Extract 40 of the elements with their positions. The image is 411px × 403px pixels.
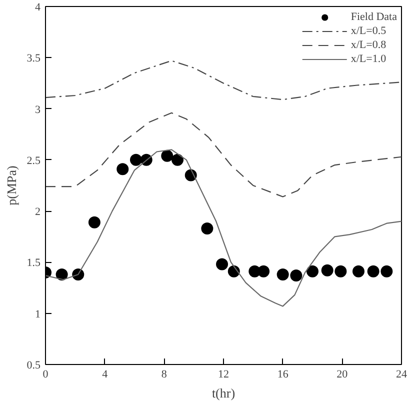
y-tick-label: 2: [35, 206, 40, 218]
legend-label: x/L=1.0: [350, 52, 386, 66]
point: [161, 150, 174, 162]
y-tick-label: 2.5: [26, 154, 41, 167]
x-tick-label: 20: [336, 368, 348, 380]
line-series: [46, 149, 402, 307]
x-tick-label: 16: [277, 368, 289, 380]
y-tick-label: 3.5: [26, 52, 41, 65]
y-axis-title: p(MPa): [4, 166, 19, 206]
point: [321, 264, 334, 276]
x-tick-label: 12: [218, 368, 229, 380]
x-tick-label: 8: [161, 368, 168, 380]
point: [380, 265, 393, 278]
point: [130, 154, 142, 166]
point: [290, 270, 302, 282]
point: [367, 265, 380, 278]
y-tick-label: 1: [35, 308, 40, 320]
point: [276, 268, 289, 280]
y-tick-label: 0.5: [26, 360, 41, 372]
point: [334, 265, 347, 278]
point: [116, 163, 129, 176]
legend-label: x/L=0.8: [350, 38, 386, 52]
line-series: [46, 112, 402, 198]
legend-label: x/L=0.5: [350, 24, 386, 38]
point: [258, 265, 270, 278]
point: [172, 154, 184, 166]
point: [56, 268, 68, 280]
y-tick-label: 1.5: [26, 257, 41, 270]
y-tick-label: 3: [35, 104, 41, 116]
legend-label: Field Data: [350, 10, 397, 24]
point: [88, 216, 100, 228]
point: [201, 222, 214, 234]
point: [352, 265, 364, 278]
x-tick-label: 0: [42, 368, 49, 380]
y-tick-label: 4: [35, 2, 41, 14]
x-tick-label: 24: [396, 368, 408, 380]
point: [306, 265, 318, 278]
point: [216, 258, 228, 270]
x-tick-label: 4: [102, 368, 108, 380]
x-axis-title: t(hr): [212, 386, 236, 400]
